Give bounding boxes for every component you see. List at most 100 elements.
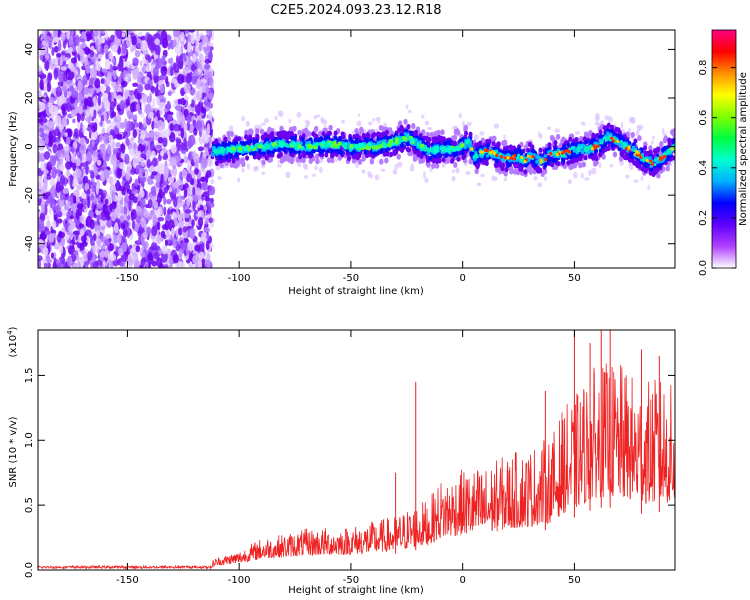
noise-blob [90,49,94,58]
noise-blob [208,185,216,196]
trace-blob [311,131,316,137]
halo-blob [493,175,498,182]
noise-blob [151,150,156,159]
noise-blob [45,174,52,180]
noise-blob [172,181,180,189]
noise-blob [177,73,185,85]
noise-blob [145,149,152,159]
noise-blob [126,36,132,48]
noise-blob [42,74,47,79]
trace-blob [396,153,401,160]
halo-blob [253,166,258,172]
noise-blob [204,135,209,144]
halo-blob [452,169,455,174]
noise-blob [208,217,214,224]
trace-blob [532,149,536,154]
noise-blob [97,94,102,107]
noise-blob [52,143,58,154]
noise-blob [58,244,64,255]
noise-blob [157,206,163,216]
halo-blob [361,169,366,174]
noise-blob [38,178,43,190]
noise-blob [165,229,170,238]
trace-blob [578,162,583,169]
noise-blob [104,210,110,218]
noise-blob [62,116,68,128]
noise-blob [156,234,162,244]
noise-blob [92,233,97,242]
noise-blob [192,151,196,158]
noise-blob [146,158,151,169]
noise-blob [108,134,114,145]
noise-blob [99,143,106,152]
noise-blob [140,161,146,167]
noise-blob [38,138,43,149]
noise-blob [167,91,172,96]
noise-blob [48,96,55,104]
noise-blob [65,161,72,170]
noise-blob [84,229,92,239]
noise-blob [44,135,49,145]
noise-blob [177,191,182,198]
trace-blob [270,131,275,137]
noise-blob [157,216,165,222]
noise-blob [111,57,116,64]
trace-blob [355,133,360,139]
noise-blob [175,138,182,144]
noise-blob [207,51,213,61]
trace-blob [665,165,670,172]
trace-blob [406,147,411,153]
noise-blob [186,114,193,123]
trace-blob [603,142,608,147]
noise-blob [140,130,146,138]
noise-blob [154,38,160,46]
trace-blob [379,158,384,165]
noise-blob [126,120,132,132]
trace-blob [347,155,352,162]
trace-blob [400,126,405,133]
halo-blob [598,162,602,169]
noise-blob [134,50,141,58]
noise-blob [43,178,48,189]
noise-blob [86,196,91,209]
noise-blob [84,46,90,55]
noise-blob [69,215,74,220]
noise-blob [200,176,205,183]
trace-blob [403,118,408,125]
halo-blob [394,163,399,170]
noise-blob [208,136,212,146]
noise-blob [38,104,42,110]
trace-blob [460,150,465,156]
halo-blob [554,128,560,133]
noise-blob [53,67,59,80]
noise-blob [187,185,192,196]
trace-blob [313,137,318,143]
noise-blob [195,38,200,50]
noise-blob [72,118,76,124]
trace-blob [286,156,292,163]
trace-blob [453,128,459,135]
noise-blob [136,93,142,100]
noise-blob [60,153,64,165]
noise-blob [43,151,50,160]
halo-blob [304,119,310,125]
trace-blob [392,150,397,156]
noise-blob [58,164,65,172]
noise-blob [64,132,68,138]
halo-blob [261,122,266,126]
trace-blob [259,128,265,135]
noise-blob [90,193,94,201]
noise-blob [175,55,180,66]
noise-blob [103,168,110,180]
noise-blob [116,167,123,179]
noise-blob [210,197,214,204]
halo-blob [480,173,485,178]
noise-blob [138,121,143,130]
noise-blob [163,148,168,153]
noise-blob [163,265,169,268]
noise-blob [75,197,81,203]
trace-blob [556,161,561,167]
noise-blob [90,132,98,141]
noise-blob [62,187,70,195]
noise-blob [163,186,169,194]
